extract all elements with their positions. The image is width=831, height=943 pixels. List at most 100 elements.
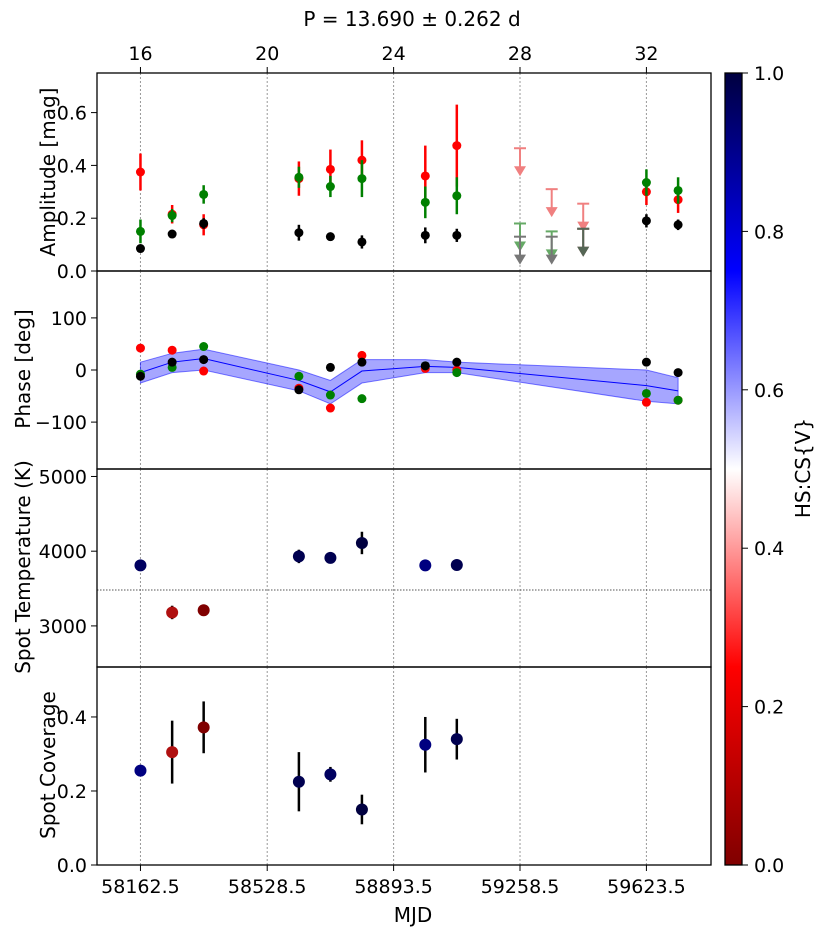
temperature-point [292,550,305,563]
colorbar-label: HS:CS{V} [791,418,815,518]
green-point [199,189,209,199]
green-point [167,211,177,221]
colorbar: 0.0 0.2 0.4 0.6 0.8 1.0 [724,63,784,877]
black-point [420,361,430,371]
amplitude-panel: 0.0 0.2 0.4 0.6 [57,72,712,283]
temperature-point [324,551,337,564]
amplitude-y-label: Amplitude [mag] [36,88,60,257]
temperature-point [450,559,463,572]
spot-coverage-panel: 0.0 0.2 0.4 [57,666,712,877]
black-point [452,230,462,240]
top-x-tick-label: 24 [382,43,406,65]
y-tick-label: 5000 [39,466,87,488]
black-point [673,220,683,230]
green-point [294,172,304,182]
green-point [294,371,304,381]
coverage-y-label: Spot Coverage [36,691,60,839]
red-point [420,171,430,181]
green-point [325,182,335,192]
colorbar-tick-label: 0.6 [754,380,784,402]
y-tick-label: 100 [51,308,87,330]
upper-limit-arrow [577,246,590,257]
red-point [135,343,145,353]
upper-limit-arrow [514,166,527,177]
red-point [452,141,462,151]
black-point [325,362,335,372]
black-point [167,229,177,239]
green-point [325,390,335,400]
coverage-point [166,746,179,759]
bottom-x-tick-label: 59258.5 [481,876,560,898]
green-point [452,191,462,201]
y-tick-label: 0.2 [57,781,87,803]
chart-title: P = 13.690 ± 0.262 d [303,7,520,31]
colorbar-tick-label: 0.2 [754,697,784,719]
top-x-tick-label: 28 [508,43,532,65]
black-point [641,216,651,226]
top-x-tick-label: 16 [128,43,152,65]
colorbar-tick-label: 0.8 [754,221,784,243]
phase-y-label: Phase [deg] [11,309,35,428]
y-tick-label: 0.4 [57,707,87,729]
black-point [673,368,683,378]
top-x-axis: 16 20 24 28 32 [128,43,659,73]
red-point [135,167,145,177]
black-point [357,357,367,367]
green-point [452,368,462,378]
coverage-point [292,775,305,788]
black-point [199,218,209,228]
bottom-x-tick-label: 58893.5 [354,876,433,898]
temperature-y-label: Spot Temperature (K) [11,460,35,674]
upper-limit-arrow [514,254,527,265]
red-point [641,397,651,407]
bottom-x-tick-label: 58528.5 [228,876,307,898]
black-point [294,228,304,238]
y-tick-label: 0.2 [57,208,87,230]
temperature-point [355,536,368,549]
green-point [641,178,651,188]
red-point [325,164,335,174]
coverage-point [197,721,210,734]
y-tick-label: 0.6 [57,103,87,125]
green-point [641,388,651,398]
y-tick-label: −100 [35,412,87,434]
temperature-point [419,559,432,572]
upper-limit-arrow [577,221,590,232]
panel-frame [96,72,712,272]
black-point [294,385,304,395]
bottom-x-tick-label: 59623.5 [607,876,686,898]
y-tick-label: 0.0 [57,261,87,283]
black-point [135,371,145,381]
coverage-point [419,738,432,751]
spot-temperature-panel: 3000 4000 5000 [39,466,712,668]
black-point [641,357,651,367]
phase-mean-line [140,358,679,393]
panel-frame [96,666,712,866]
green-point [135,226,145,236]
black-point [135,244,145,254]
temperature-point [134,559,147,572]
upper-limit-arrow [545,254,558,265]
black-point [420,230,430,240]
temperature-point [197,604,210,617]
panel-frame [96,468,712,668]
green-point [357,394,367,404]
red-point [357,350,367,360]
black-point [325,232,335,242]
red-point [167,345,177,355]
green-point [673,185,683,195]
colorbar-tick-label: 1.0 [754,63,784,85]
colorbar-bar [724,72,743,866]
y-tick-label: 0.0 [57,855,87,877]
bottom-x-axis: 58162.5 58528.5 58893.5 59258.5 59623.5 [101,865,686,898]
green-point [357,174,367,184]
coverage-point [324,768,337,781]
coverage-point [355,803,368,816]
y-tick-label: 0.4 [57,155,87,177]
colorbar-tick-label: 0.0 [754,855,784,877]
green-point [199,342,209,352]
colorbar-tick-label: 0.4 [754,538,784,560]
y-tick-label: 0 [75,360,87,382]
phase-band [139,348,679,405]
